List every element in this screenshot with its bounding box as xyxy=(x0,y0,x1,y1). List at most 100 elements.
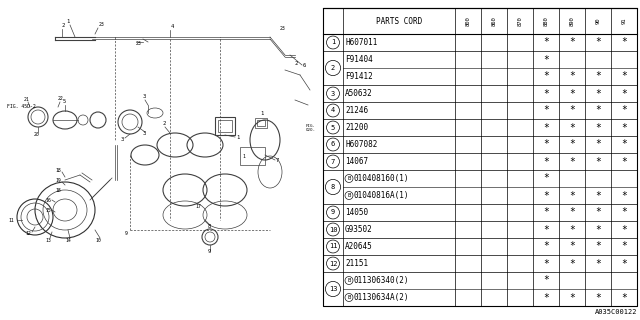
Text: 3: 3 xyxy=(143,131,147,136)
Text: 14067: 14067 xyxy=(345,157,368,166)
Text: 90: 90 xyxy=(595,18,600,24)
Bar xyxy=(215,117,235,135)
Text: A20645: A20645 xyxy=(345,242,372,251)
Text: 5: 5 xyxy=(331,124,335,131)
Text: A035C00122: A035C00122 xyxy=(595,309,637,315)
Text: *: * xyxy=(543,71,549,82)
Text: 6: 6 xyxy=(331,141,335,148)
Text: 1: 1 xyxy=(236,135,239,140)
Text: 1: 1 xyxy=(67,19,70,24)
Text: 8: 8 xyxy=(331,184,335,190)
Text: *: * xyxy=(543,123,549,132)
Text: 3: 3 xyxy=(143,94,147,99)
Text: F91412: F91412 xyxy=(345,72,372,81)
Text: *: * xyxy=(543,259,549,268)
Text: *: * xyxy=(569,190,575,201)
Text: 16: 16 xyxy=(45,198,51,203)
Text: 21151: 21151 xyxy=(345,259,368,268)
Text: 880: 880 xyxy=(543,16,548,26)
Text: 8: 8 xyxy=(208,224,211,229)
Text: *: * xyxy=(543,54,549,65)
Text: *: * xyxy=(595,225,601,235)
Text: 23: 23 xyxy=(280,26,285,31)
Text: 860: 860 xyxy=(492,16,497,26)
Text: 011306340(2): 011306340(2) xyxy=(354,276,410,285)
Text: *: * xyxy=(569,89,575,99)
Text: *: * xyxy=(621,225,627,235)
Text: 1: 1 xyxy=(260,111,263,116)
Bar xyxy=(323,8,637,306)
Text: *: * xyxy=(595,37,601,47)
Text: 17: 17 xyxy=(195,204,201,209)
Text: G93502: G93502 xyxy=(345,225,372,234)
Text: 7: 7 xyxy=(276,158,279,163)
Text: *: * xyxy=(543,276,549,285)
Text: 01130634A(2): 01130634A(2) xyxy=(354,293,410,302)
Text: *: * xyxy=(595,140,601,149)
Text: 1: 1 xyxy=(331,39,335,45)
Text: *: * xyxy=(543,242,549,252)
Text: *: * xyxy=(569,156,575,166)
Text: B: B xyxy=(348,193,351,198)
Text: *: * xyxy=(569,140,575,149)
Text: 11: 11 xyxy=(329,244,337,250)
Text: *: * xyxy=(569,106,575,116)
Text: *: * xyxy=(595,292,601,302)
Text: 23: 23 xyxy=(136,41,141,46)
Text: *: * xyxy=(543,37,549,47)
Text: 10: 10 xyxy=(95,238,100,243)
Text: *: * xyxy=(543,173,549,183)
Text: *: * xyxy=(621,292,627,302)
Text: 2: 2 xyxy=(163,121,166,126)
Text: 3: 3 xyxy=(121,137,124,142)
Text: 6: 6 xyxy=(303,63,307,68)
Text: *: * xyxy=(543,156,549,166)
Text: *: * xyxy=(569,207,575,218)
Text: B: B xyxy=(348,278,351,283)
Text: *: * xyxy=(543,225,549,235)
Text: 10: 10 xyxy=(329,227,337,233)
Text: 11: 11 xyxy=(8,218,13,223)
Text: 9: 9 xyxy=(125,231,128,236)
Text: B: B xyxy=(348,295,351,300)
Text: 01040816A(1): 01040816A(1) xyxy=(354,191,410,200)
Text: *: * xyxy=(595,156,601,166)
Text: *: * xyxy=(595,123,601,132)
Text: *: * xyxy=(621,89,627,99)
Text: 010408160(1): 010408160(1) xyxy=(354,174,410,183)
Text: A50632: A50632 xyxy=(345,89,372,98)
Text: *: * xyxy=(569,259,575,268)
Text: 800: 800 xyxy=(465,16,470,26)
Text: *: * xyxy=(595,106,601,116)
Text: 870: 870 xyxy=(518,16,522,26)
Text: 2: 2 xyxy=(331,65,335,71)
Text: *: * xyxy=(621,190,627,201)
Text: *: * xyxy=(621,37,627,47)
Text: 890: 890 xyxy=(570,16,575,26)
Text: 14: 14 xyxy=(65,238,71,243)
Text: 23: 23 xyxy=(99,22,105,27)
Bar xyxy=(255,118,267,128)
Text: 12: 12 xyxy=(25,231,31,236)
Text: 7: 7 xyxy=(331,158,335,164)
Text: 2: 2 xyxy=(61,23,65,28)
Bar xyxy=(257,120,265,126)
Text: *: * xyxy=(543,292,549,302)
Text: O2O-: O2O- xyxy=(306,128,316,132)
Text: *: * xyxy=(543,89,549,99)
Text: 91: 91 xyxy=(621,18,627,24)
Text: 4: 4 xyxy=(331,108,335,114)
Text: 21200: 21200 xyxy=(345,123,368,132)
Text: *: * xyxy=(595,207,601,218)
Text: 9: 9 xyxy=(331,210,335,215)
Bar xyxy=(240,147,265,165)
Text: *: * xyxy=(569,225,575,235)
Text: *: * xyxy=(595,89,601,99)
Text: H607082: H607082 xyxy=(345,140,378,149)
Text: 21246: 21246 xyxy=(345,106,368,115)
Text: *: * xyxy=(621,140,627,149)
Text: FIG. 45D-2: FIG. 45D-2 xyxy=(7,104,36,109)
Text: *: * xyxy=(543,190,549,201)
Text: 4: 4 xyxy=(171,24,174,29)
Text: *: * xyxy=(621,207,627,218)
